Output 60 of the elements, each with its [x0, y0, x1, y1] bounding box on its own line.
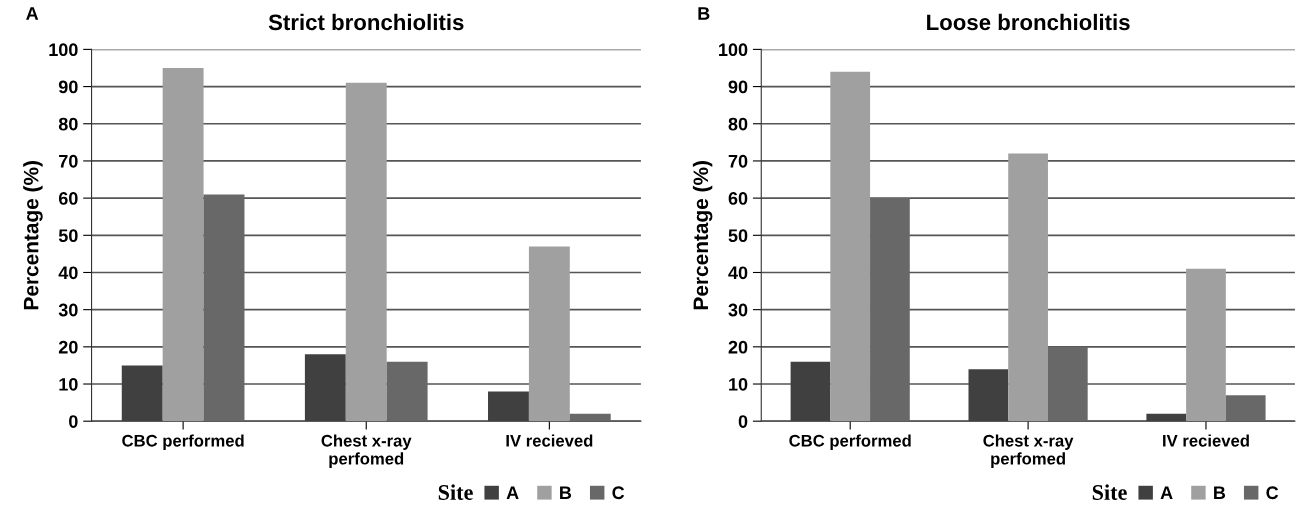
x-tick-label: Chest x-ray perfomed [983, 434, 1074, 468]
bar [203, 194, 245, 422]
x-tick-label: IV recieved [506, 434, 593, 447]
x-tick-label: IV recieved [1163, 434, 1249, 447]
legend-label: A [506, 486, 519, 499]
bar [569, 413, 611, 422]
y-tick-label: 20 [728, 340, 748, 354]
y-tick-label: 0 [69, 415, 78, 428]
y-tick-label: 30 [58, 303, 78, 317]
bar [1146, 413, 1187, 422]
legend-label: C [612, 486, 625, 500]
chart-title: Loose bronchiolitis [927, 13, 1130, 31]
bar [870, 198, 910, 422]
bar [830, 71, 871, 422]
bar [790, 361, 831, 422]
y-tick-label: 50 [728, 229, 748, 243]
bar [968, 369, 1009, 422]
bar [488, 391, 529, 422]
text: A [26, 7, 39, 20]
y-tick-label: 70 [59, 154, 78, 168]
y-axis-title: Percentage (%) [692, 161, 713, 310]
bar [121, 365, 163, 422]
x-tick-label: Chest x-ray perfomed [321, 434, 412, 468]
x-tick-label: CBC performed [122, 434, 244, 450]
chart-title: Strict bronchiolitis [268, 13, 464, 31]
text: B [698, 7, 710, 20]
legend-title: Site [1092, 484, 1127, 500]
legend-title: Site [438, 484, 473, 500]
legend-label: A [1160, 486, 1173, 499]
y-tick-label: 80 [728, 117, 748, 131]
legend-label: B [560, 486, 572, 499]
y-tick-label: 10 [729, 377, 748, 391]
y-tick-label: 80 [58, 117, 78, 131]
y-axis-title: Percentage (%) [23, 161, 43, 310]
bar [1047, 346, 1088, 422]
y-tick-label: 40 [728, 266, 748, 280]
y-tick-label: 90 [58, 80, 78, 94]
bar [386, 361, 428, 422]
bar [304, 354, 346, 422]
y-tick-label: 60 [58, 192, 78, 205]
y-tick-label: 50 [58, 229, 78, 243]
bar [1008, 153, 1048, 422]
y-tick-label: 70 [728, 154, 748, 168]
y-tick-label: 100 [719, 43, 748, 57]
bar [345, 82, 387, 422]
bar [528, 246, 570, 422]
bar [1186, 268, 1226, 422]
bar [162, 67, 204, 422]
legend-label: C [1266, 486, 1279, 500]
legend-label: B [1214, 486, 1226, 499]
y-tick-label: 60 [728, 192, 748, 205]
y-tick-label: 30 [728, 303, 748, 317]
y-tick-label: 100 [49, 43, 78, 57]
x-tick-label: CBC performed [789, 434, 911, 450]
y-tick-label: 40 [58, 266, 78, 280]
y-tick-label: 90 [728, 80, 748, 94]
y-tick-label: 20 [58, 340, 78, 354]
bar [1225, 395, 1266, 422]
y-tick-label: 0 [738, 415, 748, 428]
y-tick-label: 10 [59, 377, 78, 391]
